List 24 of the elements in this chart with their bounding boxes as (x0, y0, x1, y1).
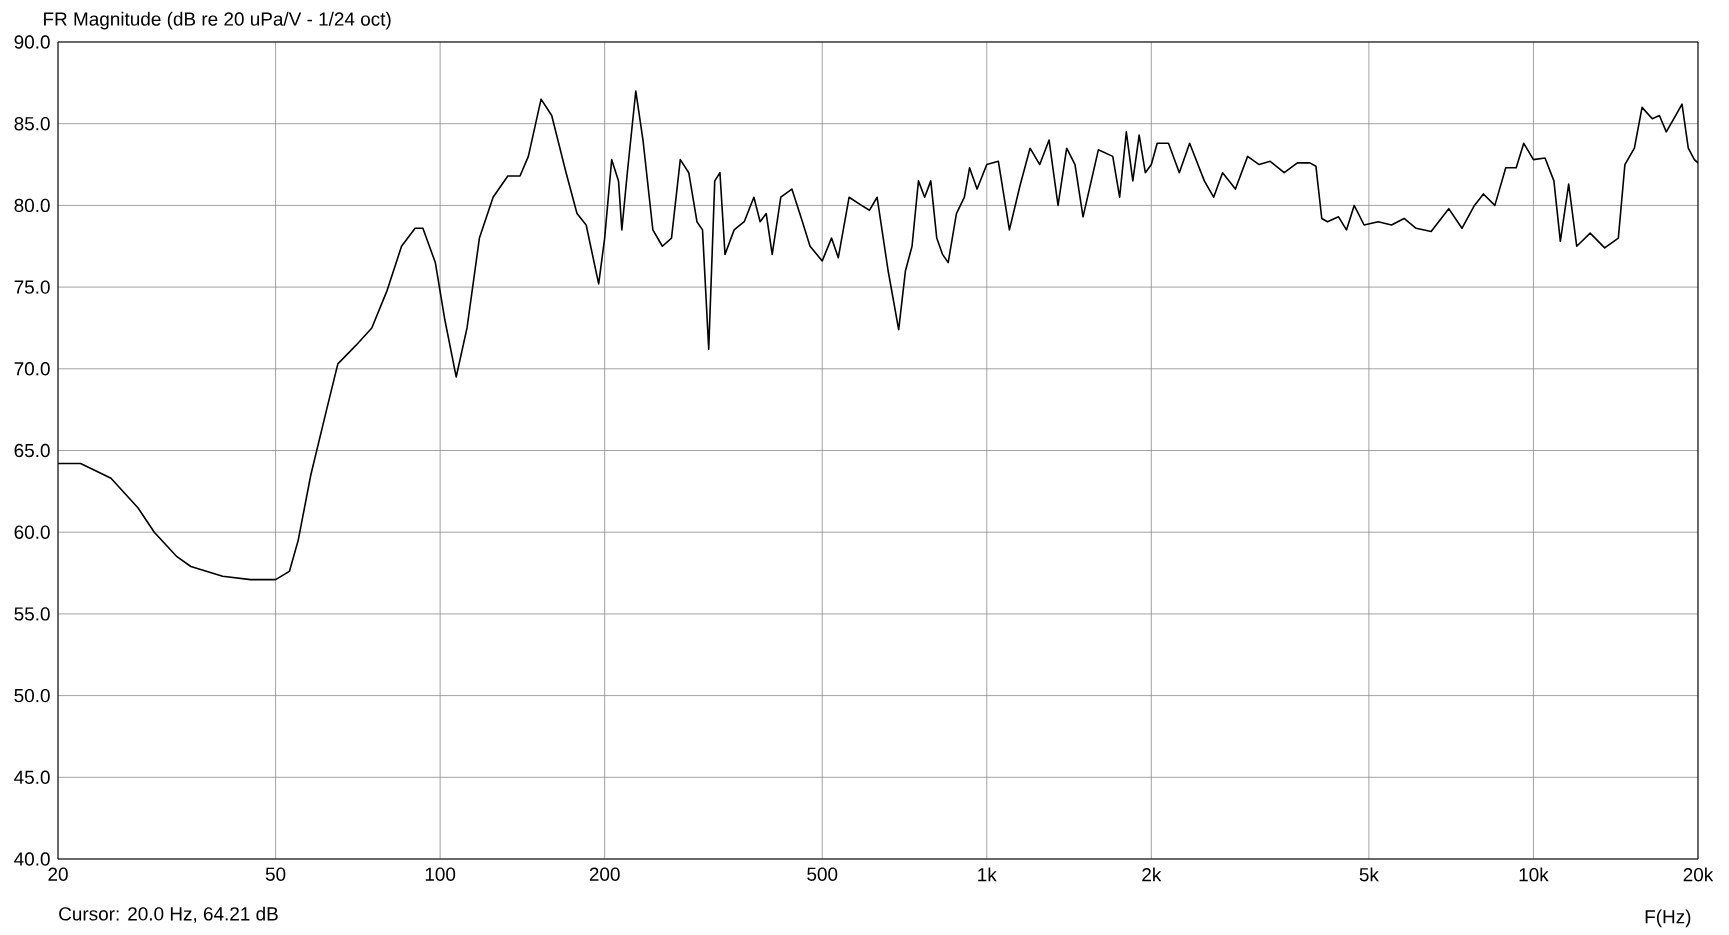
chart-title: FR Magnitude (dB re 20 uPa/V - 1/24 oct) (44, 11, 391, 30)
x-tick-label: 20k (1683, 867, 1714, 882)
x-tick-label: 100 (425, 867, 456, 881)
y-tick-label: 80.0 (14, 198, 50, 213)
y-tick-label: 85.0 (14, 116, 50, 131)
x-tick-label: 1k (978, 867, 997, 882)
y-tick-label: 90.0 (14, 35, 50, 49)
text: Cursor: 20.0 Hz, 64.21 dB (59, 906, 278, 923)
y-tick-label: 50.0 (14, 688, 50, 703)
y-tick-label: 40.0 (14, 852, 50, 866)
y-tick-label: 65.0 (14, 443, 50, 458)
x-tick-label: 500 (807, 867, 838, 881)
y-tick-label: 70.0 (14, 362, 50, 376)
y-tick-label: 55.0 (14, 607, 50, 621)
x-tick-label: 10k (1519, 867, 1549, 882)
x-tick-label: 5k (1359, 867, 1379, 882)
x-tick-label: 200 (589, 867, 620, 881)
y-tick-label: 75.0 (14, 280, 50, 294)
y-tick-label: 60.0 (14, 525, 50, 539)
x-tick-label: 20 (48, 867, 68, 881)
x-axis-title: F(Hz) (1645, 909, 1691, 928)
x-tick-label: 2k (1142, 867, 1162, 882)
x-tick-label: 50 (265, 867, 286, 881)
y-tick-label: 45.0 (14, 770, 50, 784)
